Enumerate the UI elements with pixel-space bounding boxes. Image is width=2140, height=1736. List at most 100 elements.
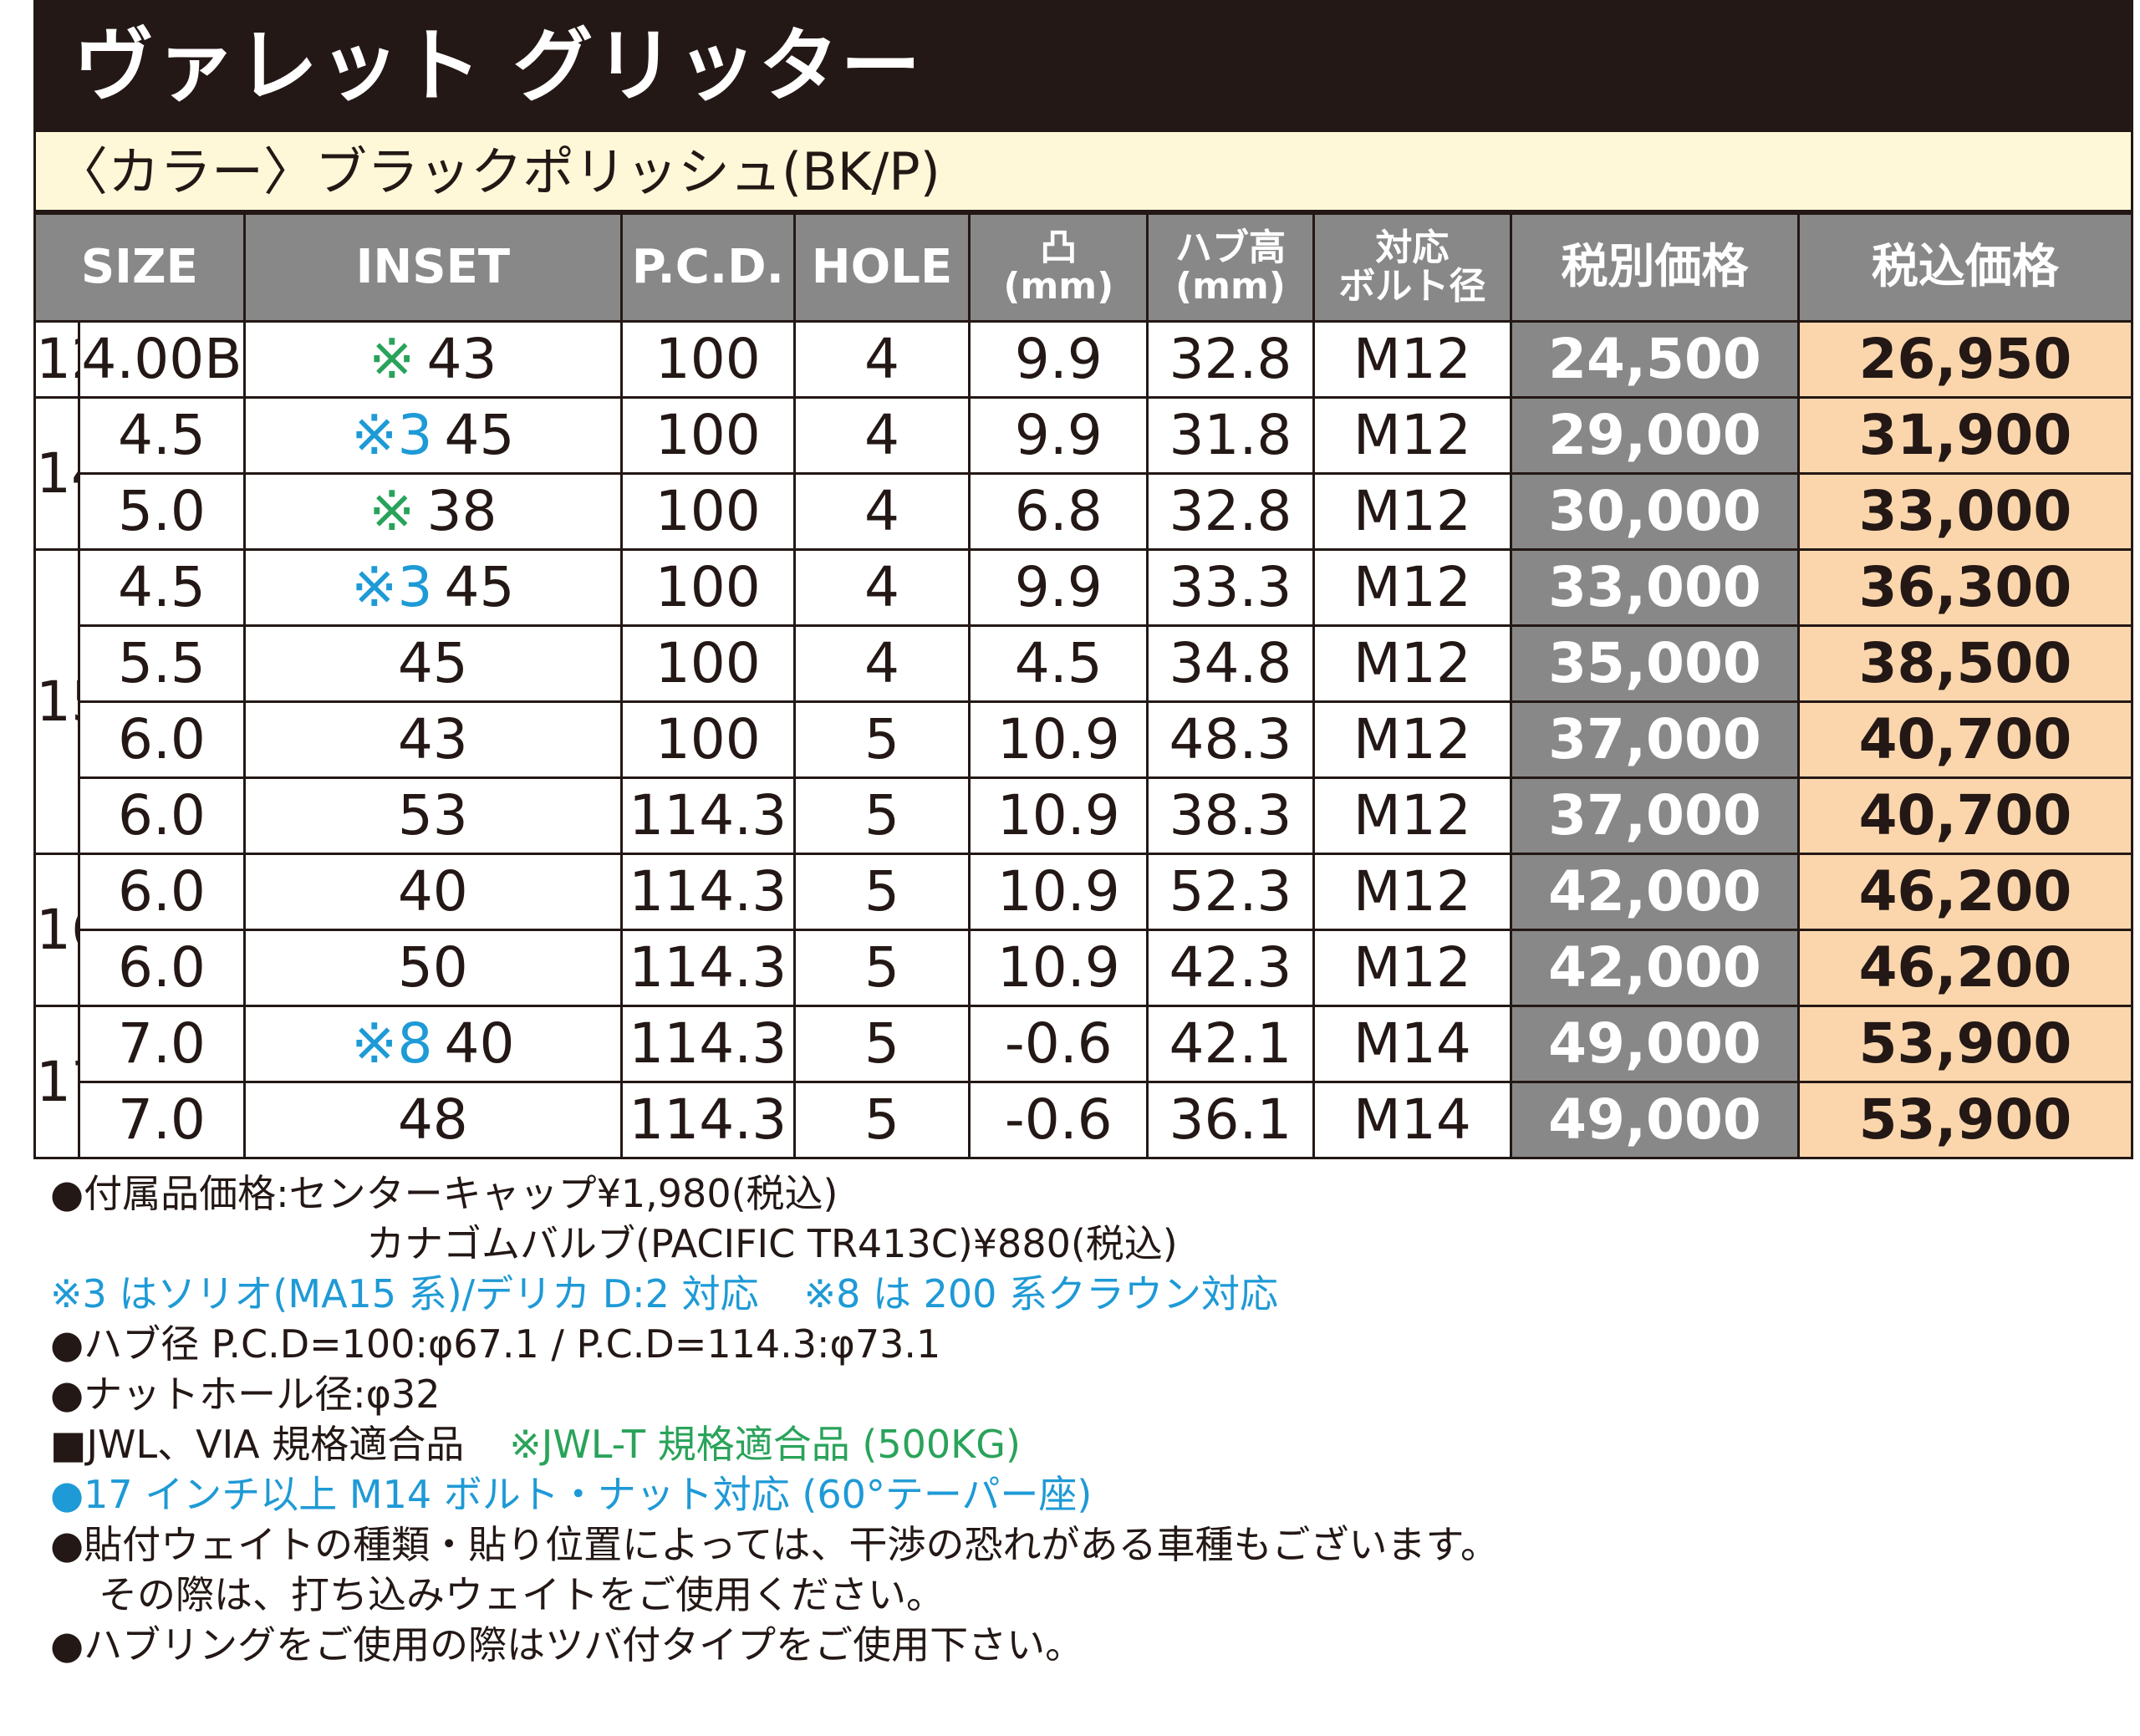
table-row: 5.5 45 100 4 4.5 34.8 M12 35,000 38,500 <box>35 624 2134 703</box>
price-in-tax: 36,300 <box>1796 548 2134 627</box>
pcd-value: 114.3 <box>619 1081 796 1159</box>
convex-value: 9.9 <box>968 548 1149 627</box>
price-in-tax: 46,200 <box>1796 853 2134 931</box>
bolt-size-value: M12 <box>1312 853 1513 931</box>
inset-mark: ※8 <box>351 1011 433 1076</box>
rim-width: 4.00B <box>78 320 246 399</box>
inset-mark: ※3 <box>351 555 433 619</box>
rim-diameter: 17 <box>33 1005 81 1159</box>
hub-height-value: 31.8 <box>1146 396 1315 475</box>
note-weight-2: その際は、打ち込みウェイトをご使用ください。 <box>99 1572 945 1617</box>
hub-height-value: 33.3 <box>1146 548 1315 627</box>
price-in-tax: 53,900 <box>1796 1081 2134 1159</box>
bolt-size-value: M14 <box>1312 1005 1513 1083</box>
inset-value: 40 <box>444 1011 515 1076</box>
inset-mark: ※ <box>369 327 415 391</box>
table-header-row: SIZE INSET P.C.D. HOLE 凸 (mm) ハブ高 (mm) 対応ボ… <box>33 212 2134 323</box>
header-convex: 凸 (mm) <box>968 212 1149 323</box>
price-ex-tax: 42,000 <box>1510 853 1800 931</box>
inset-cell: ※ 43 <box>242 320 623 399</box>
hole-value: 4 <box>792 320 971 399</box>
bolt-size-value: M12 <box>1312 472 1513 551</box>
hole-value: 5 <box>792 1005 971 1083</box>
bolt-size-value: M12 <box>1312 624 1513 703</box>
inset-cell: ※8 40 <box>242 1005 623 1083</box>
pcd-value: 114.3 <box>619 776 796 855</box>
rim-width: 6.0 <box>78 929 246 1007</box>
inset-value: 40 <box>397 859 468 924</box>
price-in-tax: 53,900 <box>1796 1005 2134 1083</box>
header-hub-height: ハブ高 (mm) <box>1146 212 1315 323</box>
rim-width: 5.5 <box>78 624 246 703</box>
price-ex-tax: 24,500 <box>1510 320 1800 399</box>
pcd-value: 100 <box>619 700 796 779</box>
hole-value: 5 <box>792 853 971 931</box>
price-in-tax: 40,700 <box>1796 776 2134 855</box>
rim-diameter: 12 <box>33 320 81 399</box>
price-in-tax: 40,700 <box>1796 700 2134 779</box>
table-row: 7.0 48 114.3 5 -0.6 36.1 M14 49,000 53,900 <box>35 1081 2134 1159</box>
bolt-size-value: M12 <box>1312 929 1513 1007</box>
hub-height-value: 36.1 <box>1146 1081 1315 1159</box>
table-row: 5.0 ※ 38 100 4 6.8 32.8 M12 30,000 33,000 <box>35 472 2134 551</box>
spec-table: SIZE INSET P.C.D. HOLE 凸 (mm) ハブ高 (mm) 対応ボ… <box>33 212 2134 1159</box>
rim-diameter: 14 <box>33 396 81 551</box>
inset-cell: 40 <box>242 853 623 931</box>
bolt-size-value: M12 <box>1312 776 1513 855</box>
rim-width: 6.0 <box>78 776 246 855</box>
notes: ●付属品価格:センターキャップ¥1,980(税込) カナゴムバルブ(PACIFI… <box>50 1168 2123 1670</box>
inset-cell: 43 <box>242 700 623 779</box>
convex-value: 10.9 <box>968 776 1149 855</box>
note-accessory-valve: カナゴムバルブ(PACIFIC TR413C)¥880(税込) <box>366 1221 1178 1266</box>
price-ex-tax: 29,000 <box>1510 396 1800 475</box>
inset-value: 43 <box>426 327 497 391</box>
bolt-size-value: M12 <box>1312 548 1513 627</box>
price-in-tax: 46,200 <box>1796 929 2134 1007</box>
pcd-value: 114.3 <box>619 1005 796 1083</box>
convex-value: 6.8 <box>968 472 1149 551</box>
inset-cell: ※3 45 <box>242 548 623 627</box>
rim-width: 6.0 <box>78 853 246 931</box>
convex-value: 10.9 <box>968 853 1149 931</box>
convex-value: -0.6 <box>968 1005 1149 1083</box>
price-ex-tax: 30,000 <box>1510 472 1800 551</box>
inset-cell: 45 <box>242 624 623 703</box>
color-label: 〈カラー〉ブラックポリッシュ(BK/P) <box>33 132 2133 212</box>
note-fitment: ※3 はソリオ(MA15 系)/デリカ D:2 対応 ※8 は 200 系クラウン… <box>50 1271 1279 1316</box>
inset-mark: ※ <box>369 479 415 543</box>
pcd-value: 100 <box>619 320 796 399</box>
hub-height-value: 42.1 <box>1146 1005 1315 1083</box>
note-nut-hole: ●ナットホール径:φ32 <box>50 1372 441 1417</box>
note-hub-ring: ●ハブリングをご使用の際はツバ付タイプをご使用下さい。 <box>50 1622 1084 1667</box>
inset-value: 45 <box>397 631 468 695</box>
pcd-value: 114.3 <box>619 853 796 931</box>
inset-value: 43 <box>397 707 468 771</box>
rim-width: 6.0 <box>78 700 246 779</box>
hole-value: 5 <box>792 929 971 1007</box>
price-ex-tax: 42,000 <box>1510 929 1800 1007</box>
price-in-tax: 33,000 <box>1796 472 2134 551</box>
price-ex-tax: 37,000 <box>1510 700 1800 779</box>
price-ex-tax: 35,000 <box>1510 624 1800 703</box>
hole-value: 4 <box>792 396 971 475</box>
convex-value: -0.6 <box>968 1081 1149 1159</box>
price-ex-tax: 49,000 <box>1510 1081 1800 1159</box>
header-price-in: 税込価格 <box>1796 212 2134 323</box>
convex-value: 10.9 <box>968 700 1149 779</box>
rim-width: 4.5 <box>78 396 246 475</box>
inset-cell: 50 <box>242 929 623 1007</box>
inset-value: 53 <box>397 783 468 848</box>
inset-cell: 53 <box>242 776 623 855</box>
header-inset: INSET <box>242 212 623 323</box>
inset-value: 45 <box>444 403 515 467</box>
header-size: SIZE <box>33 212 246 323</box>
bolt-size-value: M12 <box>1312 396 1513 475</box>
price-in-tax: 26,950 <box>1796 320 2134 399</box>
pcd-value: 100 <box>619 624 796 703</box>
inset-value: 45 <box>444 555 515 619</box>
inset-value: 38 <box>426 479 497 543</box>
